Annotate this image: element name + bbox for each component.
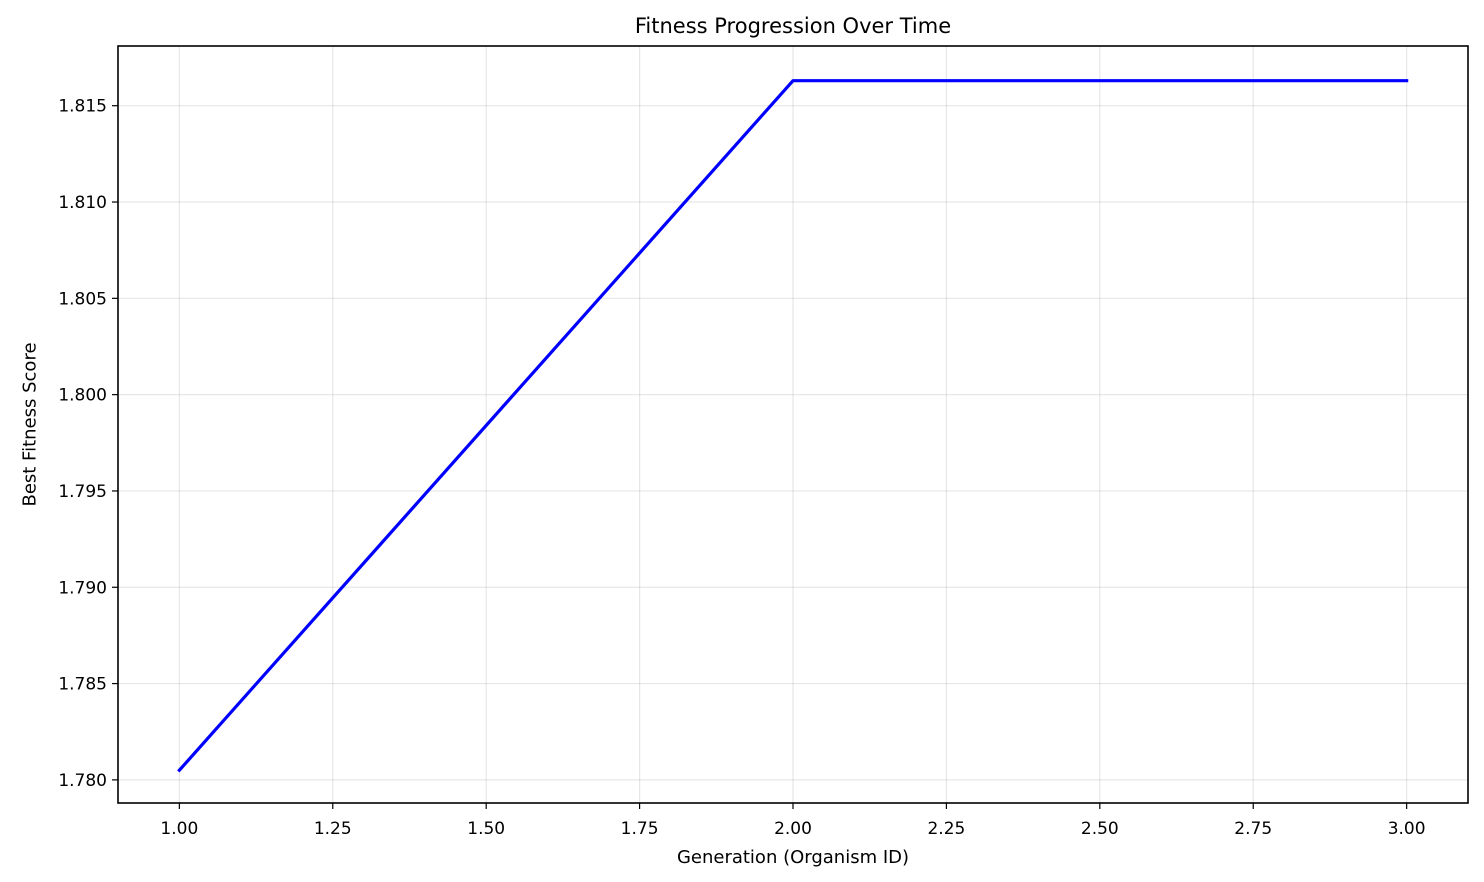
y-tick-label: 1.800 <box>58 386 107 406</box>
x-tick-label: 2.75 <box>1234 819 1272 839</box>
series-line <box>177 79 1409 773</box>
x-tick-label: 2.25 <box>927 819 965 839</box>
x-tick-label: 1.75 <box>621 819 659 839</box>
x-tick-label: 1.00 <box>160 819 198 839</box>
y-tick-label: 1.785 <box>58 675 107 695</box>
chart-title: Fitness Progression Over Time <box>635 14 951 38</box>
x-tick-label: 1.25 <box>314 819 352 839</box>
y-tick-label: 1.815 <box>58 97 107 117</box>
x-tick-label: 2.50 <box>1081 819 1119 839</box>
y-tick-label: 1.795 <box>58 482 107 502</box>
x-tick-label: 1.50 <box>467 819 505 839</box>
axis-ticks: 1.00 1.25 1.50 1.75 2.00 2.25 2.50 2.75 3.00 1.78… <box>58 97 1425 839</box>
x-axis-title: Generation (Organism ID) <box>677 847 909 868</box>
y-tick-label: 1.790 <box>58 578 107 598</box>
x-tick-label: 2.00 <box>774 819 812 839</box>
x-tick-label: 3.00 <box>1388 819 1426 839</box>
y-tick-label: 1.780 <box>58 771 107 791</box>
y-tick-label: 1.805 <box>58 289 107 309</box>
y-axis-title: Best Fitness Score <box>20 342 41 506</box>
series-lines <box>177 79 1409 773</box>
y-tick-label: 1.810 <box>58 193 107 213</box>
